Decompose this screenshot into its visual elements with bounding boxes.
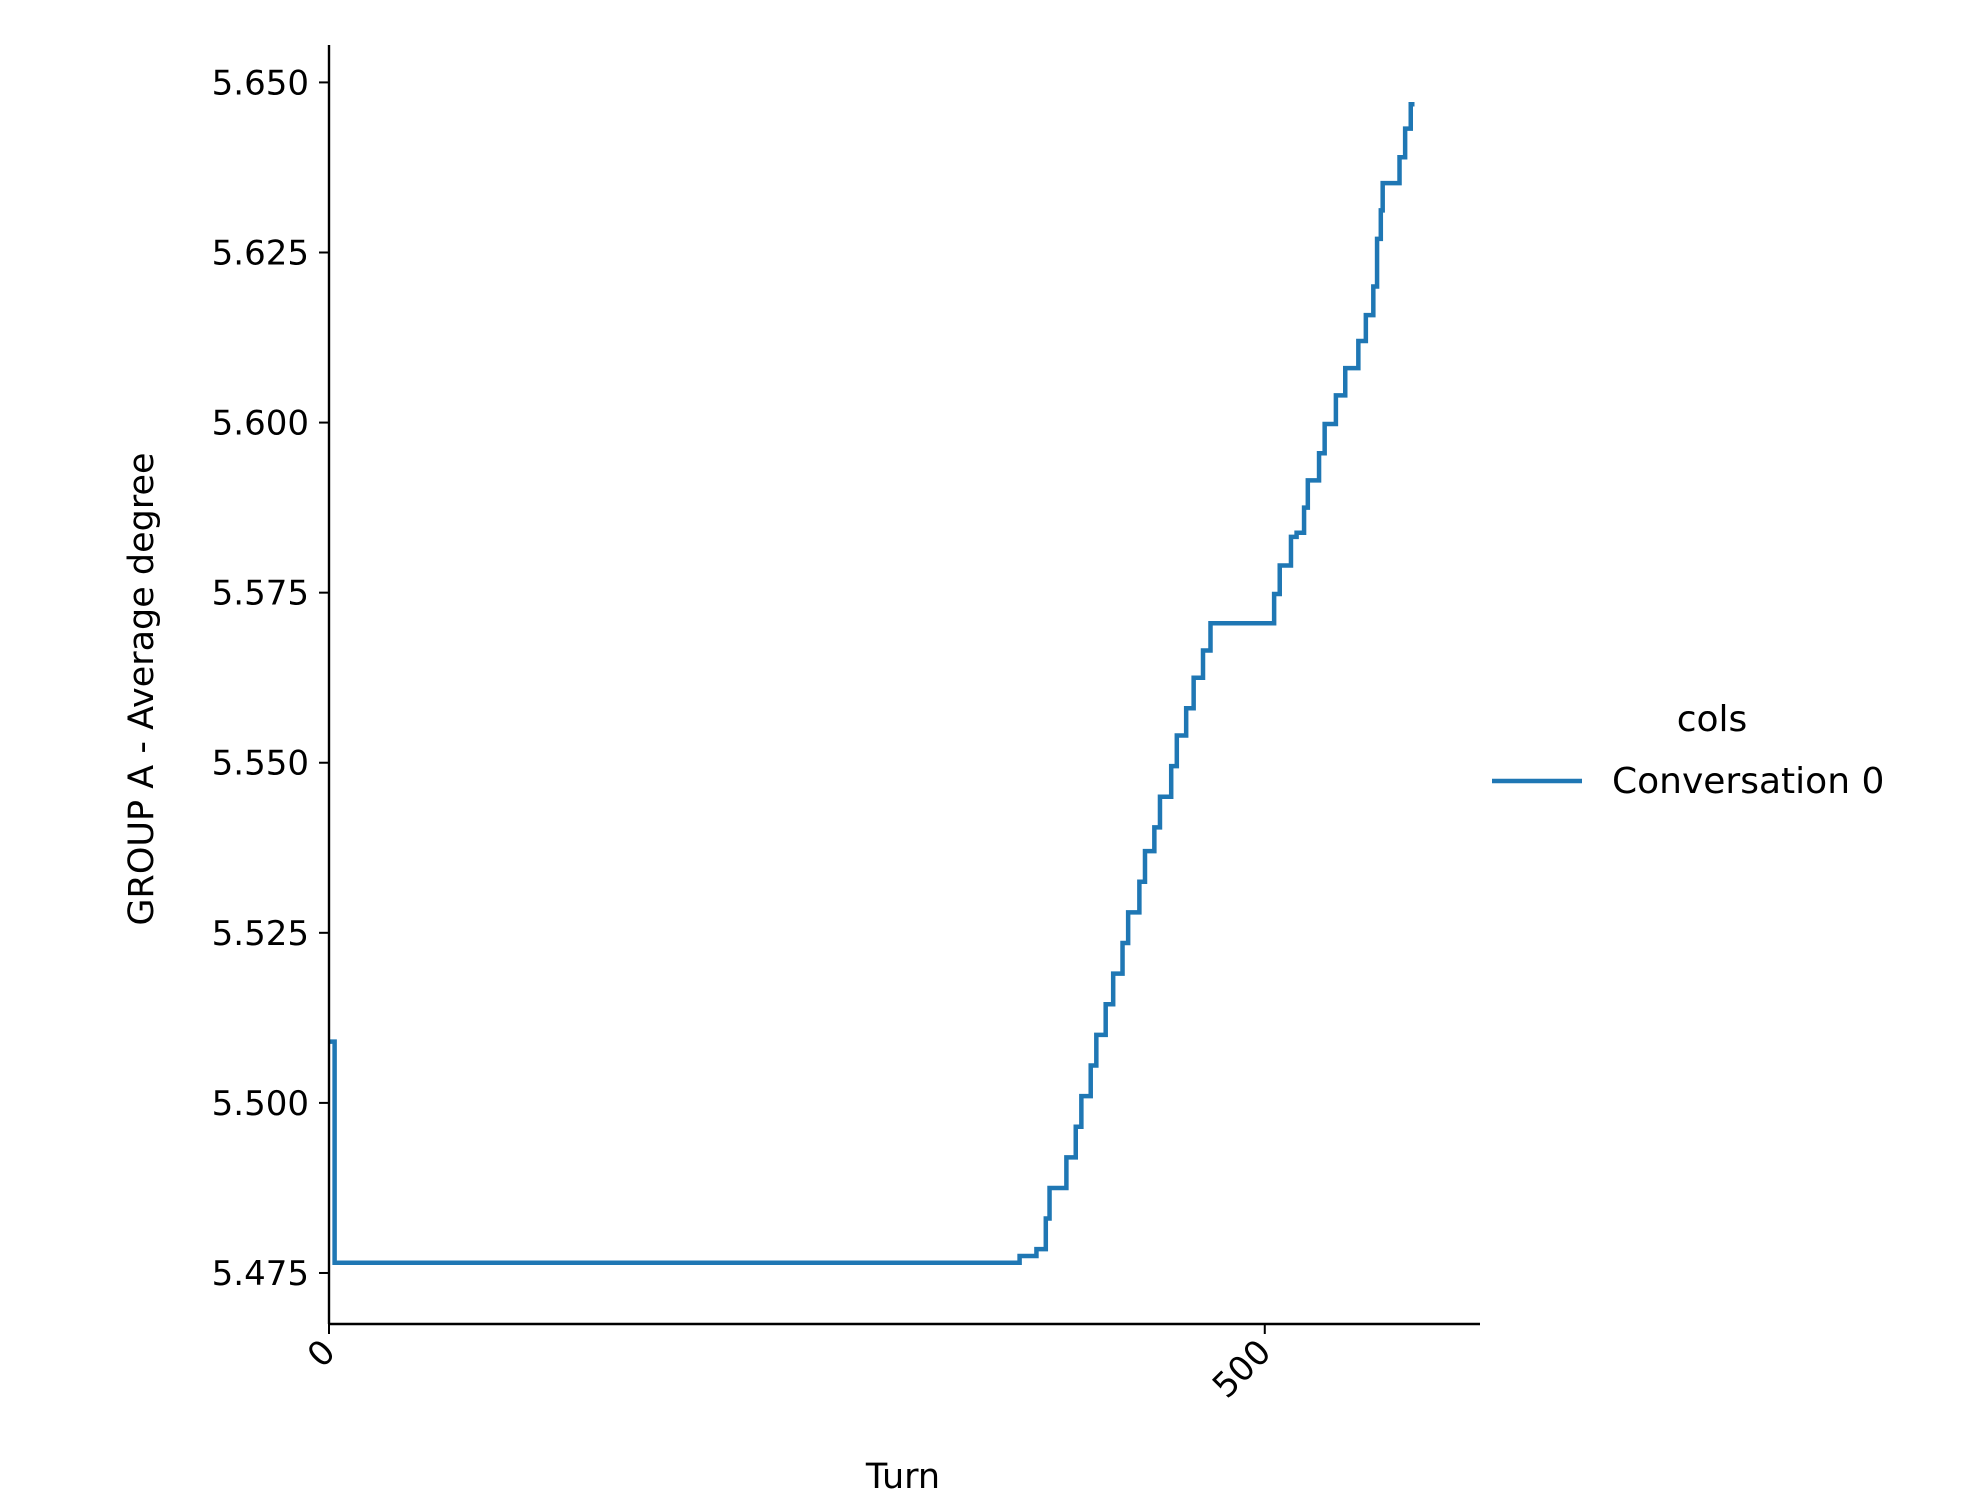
legend: cols Conversation 0	[1492, 699, 1884, 802]
y-tick-label: 5.525	[212, 914, 309, 954]
legend-title: cols	[1677, 699, 1748, 740]
y-tick-label: 5.550	[212, 744, 309, 784]
y-tick-label: 5.625	[212, 233, 309, 273]
y-tick-label: 5.500	[212, 1084, 309, 1124]
y-axis-title: GROUP A - Average degree	[122, 452, 162, 925]
x-tick-label: 0	[300, 1332, 344, 1376]
plot-area	[329, 101, 1415, 1266]
y-tick-label: 5.650	[212, 63, 309, 103]
series-line-conversation-0	[329, 101, 1415, 1266]
y-tick-label: 5.475	[212, 1254, 309, 1294]
y-axis: 5.475 5.500 5.525 5.550 5.575 5.600 5.625 5.650	[212, 45, 331, 1324]
y-tick-label: 5.600	[212, 404, 309, 444]
legend-label-conversation-0: Conversation 0	[1612, 761, 1884, 802]
x-axis-title: Turn	[865, 1457, 940, 1497]
x-tick-label: 500	[1205, 1332, 1279, 1406]
x-axis: 0 500	[300, 1322, 1480, 1406]
y-tick-label: 5.575	[212, 574, 309, 614]
